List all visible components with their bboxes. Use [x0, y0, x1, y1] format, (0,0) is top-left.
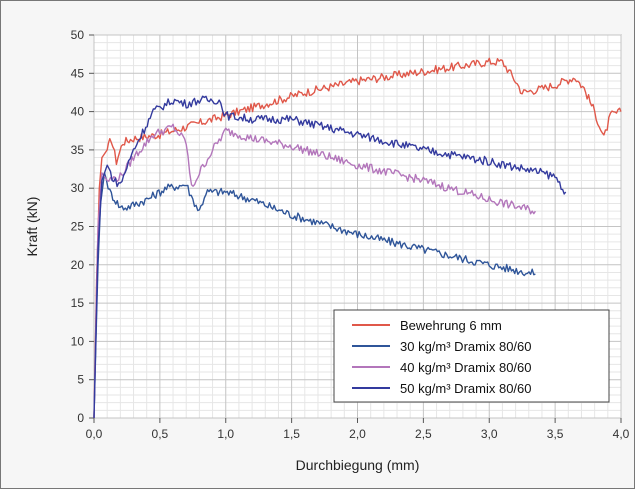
- x-tick-label: 0,5: [152, 427, 169, 441]
- x-tick-label: 3,5: [547, 427, 564, 441]
- y-axis-ticks: 0 5 10 15 20 25 30 35 40 45 50: [71, 28, 94, 425]
- legend-label: Bewehrung 6 mm: [400, 318, 502, 333]
- y-tick-label: 15: [71, 296, 85, 310]
- y-tick-label: 20: [71, 258, 85, 272]
- y-tick-label: 40: [71, 105, 85, 119]
- y-tick-label: 35: [71, 143, 85, 157]
- y-tick-label: 0: [77, 411, 84, 425]
- legend-label: 40 kg/m³ Dramix 80/60: [400, 360, 532, 375]
- legend-label: 30 kg/m³ Dramix 80/60: [400, 339, 532, 354]
- y-tick-label: 25: [71, 220, 85, 234]
- x-tick-label: 3,0: [481, 427, 498, 441]
- x-tick-label: 4,0: [613, 427, 630, 441]
- x-tick-label: 2,0: [349, 427, 366, 441]
- series-line-4: [93, 95, 567, 419]
- series-line-1: [93, 57, 622, 419]
- legend-label: 50 kg/m³ Dramix 80/60: [400, 381, 532, 396]
- x-tick-label: 1,0: [217, 427, 234, 441]
- x-axis-label: Durchbiegung (mm): [296, 457, 420, 473]
- y-tick-label: 45: [71, 66, 85, 80]
- y-tick-label: 30: [71, 181, 85, 195]
- series-layer: [93, 57, 622, 419]
- y-tick-label: 10: [71, 334, 85, 348]
- series-line-3: [93, 123, 536, 419]
- y-tick-label: 5: [77, 373, 84, 387]
- x-tick-label: 1,5: [283, 427, 300, 441]
- y-tick-label: 50: [71, 28, 85, 42]
- x-axis-ticks: 0,0 0,5 1,0 1,5 2,0 2,5 3,0 3,5 4,0: [86, 418, 630, 441]
- x-tick-label: 2,5: [415, 427, 432, 441]
- series-line-2: [93, 172, 536, 419]
- y-axis-label: Kraft (kN): [24, 197, 40, 257]
- legend: Bewehrung 6 mm 30 kg/m³ Dramix 80/60 40 kg…: [333, 309, 610, 403]
- x-tick-label: 0,0: [86, 427, 103, 441]
